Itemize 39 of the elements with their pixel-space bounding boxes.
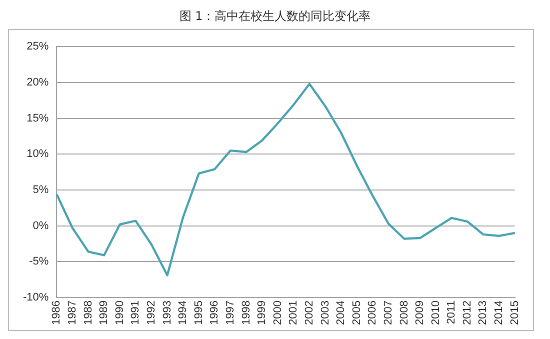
x-tick-label: 1989 [98,300,110,326]
y-tick-label: 25% [26,40,49,53]
x-tick-label: 1995 [192,300,205,326]
x-tick-label: 1991 [130,300,142,326]
x-tick-label: 2000 [272,300,284,326]
x-tick-label: 2014 [493,300,506,326]
x-tick-label: 1998 [240,300,252,326]
x-tick-label: 1993 [161,300,174,326]
y-tick-label: 10% [26,148,49,160]
x-tick-label: 1987 [66,300,79,326]
x-tick-label: 1988 [82,300,94,326]
x-tick-label: 2008 [398,300,410,326]
y-tick-label: 5% [32,184,49,196]
x-tick-label: 2009 [414,300,426,326]
x-tick-label: 2004 [335,300,348,326]
x-tick-label: 2011 [446,300,458,324]
y-tick-label: -5% [29,256,49,268]
x-tick-label: 1990 [114,300,126,326]
x-tick-label: 2001 [288,300,300,326]
x-tick-label: 2010 [430,300,442,326]
x-tick-label: 2003 [319,300,332,326]
x-tick-label: 2005 [350,300,363,326]
x-tick-label: 1997 [224,300,236,326]
x-tick-label: 2012 [461,300,474,326]
x-tick-label: 1992 [145,300,158,326]
y-tick-label: 0% [32,220,49,232]
x-tick-label: 1986 [50,300,63,326]
chart-title: 图 1：高中在校生人数的同比变化率 [178,8,372,25]
y-tick-label: 20% [26,76,49,88]
x-tick-label: 1999 [256,300,268,326]
x-tick-label: 2006 [366,300,379,326]
x-tick-label: 2015 [508,300,521,326]
x-tick-label: 1996 [208,300,221,326]
x-tick-label: 2007 [382,300,394,326]
x-tick-label: 2013 [477,300,490,326]
y-tick-label: -10% [22,292,49,304]
y-tick-label: 15% [26,112,49,124]
x-tick-label: 1994 [177,300,190,326]
x-tick-label: 2002 [303,300,316,326]
